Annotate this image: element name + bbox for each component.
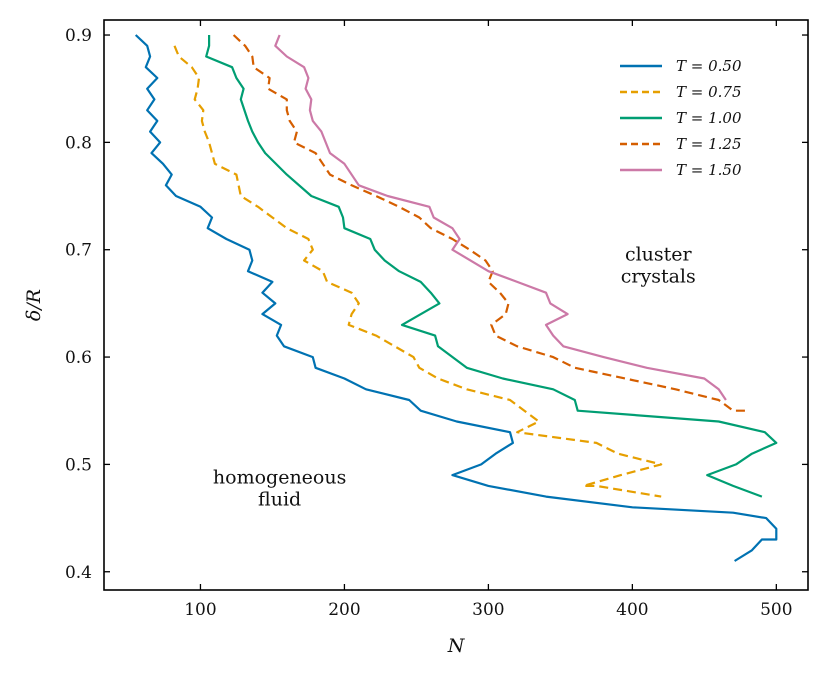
y-axis-label: δ/R bbox=[23, 289, 45, 321]
annotation-text: crystals bbox=[621, 265, 696, 287]
series-line-5 bbox=[274, 34, 727, 401]
x-tick-label: 300 bbox=[472, 600, 504, 620]
annotation-text: homogeneous bbox=[213, 467, 346, 489]
plot-frame bbox=[103, 19, 809, 591]
series-layer bbox=[134, 34, 778, 562]
y-tick-label: 0.7 bbox=[65, 241, 92, 261]
legend-label: T = 1.00 bbox=[676, 109, 742, 127]
legend-label: T = 0.75 bbox=[676, 83, 742, 101]
legend-label: T = 0.50 bbox=[676, 57, 742, 75]
x-tick-label: 400 bbox=[616, 600, 648, 620]
y-tick-label: 0.4 bbox=[65, 563, 92, 583]
x-tick-label: 500 bbox=[760, 600, 792, 620]
series-line-1 bbox=[134, 34, 778, 562]
series-line-2 bbox=[173, 45, 663, 498]
y-tick-label: 0.9 bbox=[65, 26, 92, 46]
annotation-text: cluster bbox=[625, 243, 693, 265]
series-line-3 bbox=[205, 35, 778, 498]
x-axis-label: N bbox=[447, 635, 466, 657]
y-tick-label: 0.5 bbox=[65, 455, 92, 475]
ticks-layer: 100 200 300 400 500 0.4 0.5 0.6 0.7 0.8 0.9 bbox=[65, 20, 808, 620]
series-line-4 bbox=[232, 34, 748, 412]
annotation-text: fluid bbox=[258, 489, 301, 511]
legend-label: T = 1.50 bbox=[676, 161, 742, 179]
x-tick-label: 200 bbox=[328, 600, 360, 620]
y-tick-label: 0.8 bbox=[65, 133, 92, 153]
x-tick-label: 100 bbox=[184, 600, 216, 620]
legend-label: T = 1.25 bbox=[676, 135, 742, 153]
legend: T = 0.50 T = 0.75 T = 1.00 T = 1.25 T = 1.50 bbox=[620, 57, 742, 179]
y-tick-label: 0.6 bbox=[65, 348, 92, 368]
